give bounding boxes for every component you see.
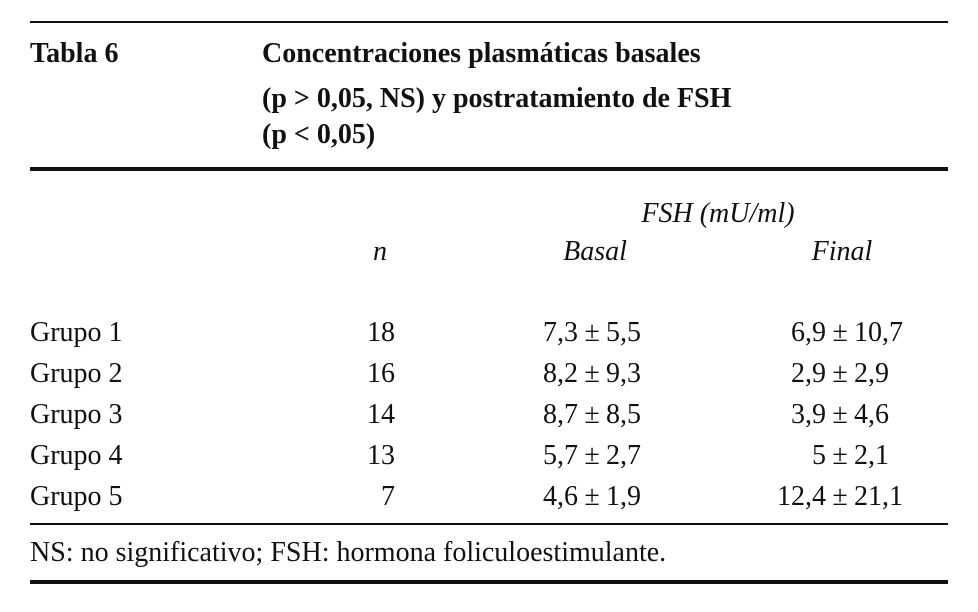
mean-cell: 6,9 bbox=[791, 317, 826, 348]
row-label: Grupo 2 bbox=[30, 358, 123, 389]
mean-cell: 5,7 bbox=[543, 440, 578, 471]
pm-sign: ± bbox=[584, 399, 599, 430]
mean-cell: 4,6 bbox=[543, 481, 578, 512]
title-line: (p < 0,05) bbox=[262, 119, 375, 150]
sd-cell: 8,5 bbox=[606, 399, 641, 430]
sd-cell: 1,9 bbox=[606, 481, 641, 512]
sd-cell: 10,7 bbox=[854, 317, 903, 348]
row-label: Grupo 1 bbox=[30, 317, 123, 348]
sd-cell: 5,5 bbox=[606, 317, 641, 348]
row-label: Grupo 3 bbox=[30, 399, 123, 430]
n-cell: 18 bbox=[367, 317, 395, 348]
title-line: (p > 0,05, NS) y postratamiento de FSH bbox=[262, 83, 732, 114]
sd-cell: 9,3 bbox=[606, 358, 641, 389]
table-label: Tabla 6 bbox=[30, 38, 118, 69]
pm-sign: ± bbox=[832, 399, 847, 430]
sd-cell: 2,1 bbox=[854, 440, 889, 471]
pm-sign: ± bbox=[584, 317, 599, 348]
title-line: Concentraciones plasmáticas basales bbox=[262, 38, 701, 69]
column-header: Basal bbox=[563, 236, 627, 267]
sd-cell: 21,1 bbox=[854, 481, 903, 512]
mean-cell: 7,3 bbox=[543, 317, 578, 348]
sd-cell: 4,6 bbox=[854, 399, 889, 430]
top-rule bbox=[30, 21, 948, 23]
mean-cell: 2,9 bbox=[791, 358, 826, 389]
mean-cell: 8,7 bbox=[543, 399, 578, 430]
pm-sign: ± bbox=[584, 481, 599, 512]
n-cell: 16 bbox=[367, 358, 395, 389]
mean-cell: 3,9 bbox=[791, 399, 826, 430]
bottom-rule bbox=[30, 580, 948, 584]
n-cell: 14 bbox=[367, 399, 395, 430]
column-header: Final bbox=[811, 236, 873, 267]
n-cell: 13 bbox=[367, 440, 395, 471]
pm-sign: ± bbox=[832, 440, 847, 471]
pm-sign: ± bbox=[832, 317, 847, 348]
mean-cell: 8,2 bbox=[543, 358, 578, 389]
column-header: n bbox=[373, 236, 387, 267]
sd-cell: 2,9 bbox=[854, 358, 889, 389]
pm-sign: ± bbox=[584, 358, 599, 389]
n-cell: 7 bbox=[381, 481, 395, 512]
pm-sign: ± bbox=[832, 358, 847, 389]
row-label: Grupo 5 bbox=[30, 481, 123, 512]
body-rule bbox=[30, 523, 948, 525]
row-label: Grupo 4 bbox=[30, 440, 123, 471]
header-rule bbox=[30, 167, 948, 171]
mean-cell: 12,4 bbox=[777, 481, 826, 512]
footnote: NS: no significativo; FSH: hormona folic… bbox=[30, 537, 666, 568]
pm-sign: ± bbox=[832, 481, 847, 512]
sd-cell: 2,7 bbox=[606, 440, 641, 471]
pm-sign: ± bbox=[584, 440, 599, 471]
group-header: FSH (mU/ml) bbox=[640, 198, 794, 229]
mean-cell: 5 bbox=[812, 440, 826, 471]
